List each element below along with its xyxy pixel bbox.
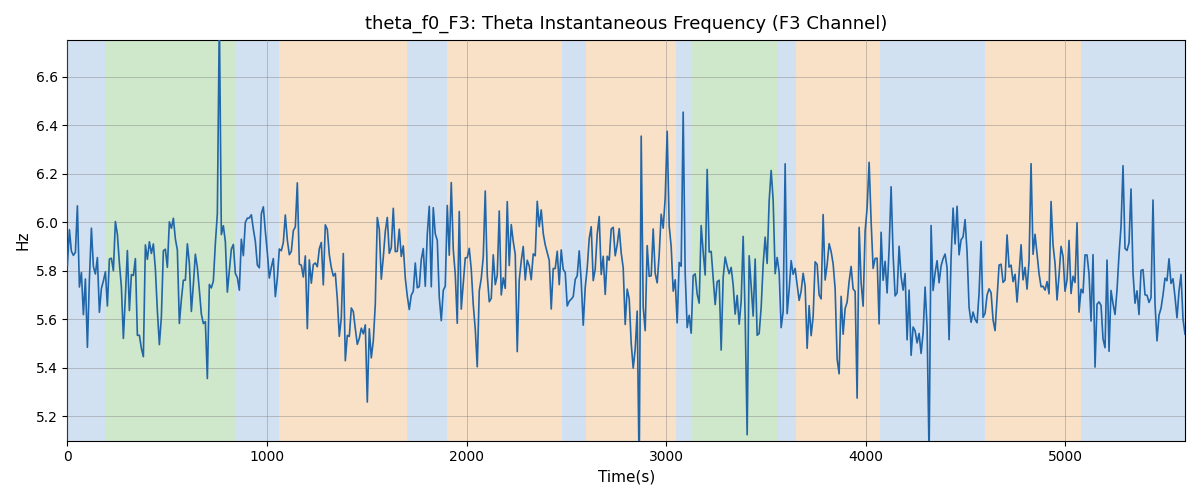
X-axis label: Time(s): Time(s) [598,470,655,485]
Bar [407,40,446,440]
Bar [67,40,106,440]
Bar [692,40,778,440]
Bar [278,40,407,440]
Y-axis label: Hz: Hz [16,230,30,250]
Bar [563,40,587,440]
Bar [985,40,1081,440]
Bar [778,40,796,440]
Bar [676,40,692,440]
Bar [880,40,985,440]
Bar [106,40,235,440]
Bar [235,40,278,440]
Bar [446,40,563,440]
Bar [587,40,676,440]
Title: theta_f0_F3: Theta Instantaneous Frequency (F3 Channel): theta_f0_F3: Theta Instantaneous Frequen… [365,15,887,34]
Bar [1081,40,1186,440]
Bar [796,40,880,440]
